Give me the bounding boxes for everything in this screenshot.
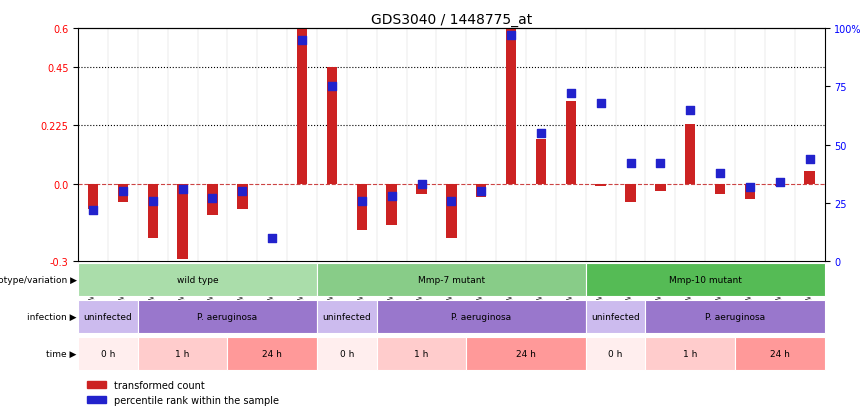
Text: 1 h: 1 h	[683, 349, 697, 358]
Point	[654, 161, 667, 167]
Text: uninfected: uninfected	[591, 312, 640, 321]
Point	[713, 170, 727, 177]
FancyBboxPatch shape	[317, 337, 377, 370]
Title: GDS3040 / 1448775_at: GDS3040 / 1448775_at	[371, 12, 532, 26]
Bar	[625, 184, 635, 202]
FancyBboxPatch shape	[586, 263, 825, 297]
Text: 0 h: 0 h	[608, 349, 622, 358]
Point	[564, 91, 578, 97]
Text: 24 h: 24 h	[770, 349, 790, 358]
FancyBboxPatch shape	[586, 300, 646, 333]
Bar	[715, 184, 726, 195]
Point	[415, 182, 429, 188]
Bar	[177, 184, 187, 259]
Bar	[595, 184, 606, 187]
FancyBboxPatch shape	[317, 300, 377, 333]
FancyBboxPatch shape	[138, 337, 227, 370]
Point	[504, 33, 518, 39]
FancyBboxPatch shape	[735, 337, 825, 370]
Text: infection ▶: infection ▶	[27, 312, 76, 321]
Point	[266, 235, 279, 242]
Point	[116, 189, 130, 195]
Bar	[774, 184, 785, 187]
Point	[743, 184, 757, 190]
FancyBboxPatch shape	[227, 337, 317, 370]
Text: 1 h: 1 h	[414, 349, 429, 358]
FancyBboxPatch shape	[78, 263, 317, 297]
Point	[385, 193, 398, 200]
Bar	[207, 184, 218, 215]
Text: uninfected: uninfected	[83, 312, 132, 321]
Bar	[417, 184, 427, 195]
Point	[146, 198, 160, 204]
Bar	[326, 68, 337, 184]
Point	[355, 198, 369, 204]
FancyBboxPatch shape	[78, 300, 138, 333]
FancyBboxPatch shape	[377, 337, 466, 370]
Legend: transformed count, percentile rank within the sample: transformed count, percentile rank withi…	[83, 376, 283, 409]
Bar	[446, 184, 457, 238]
Bar	[297, 29, 307, 184]
Bar	[655, 184, 666, 192]
FancyBboxPatch shape	[646, 337, 735, 370]
Bar	[148, 184, 158, 238]
Bar	[805, 171, 815, 184]
Text: genotype/variation ▶: genotype/variation ▶	[0, 275, 76, 285]
Bar	[536, 140, 546, 184]
Text: P. aeruginosa: P. aeruginosa	[197, 312, 258, 321]
Point	[444, 198, 458, 204]
Point	[86, 207, 100, 214]
Bar	[118, 184, 128, 202]
Text: 0 h: 0 h	[101, 349, 115, 358]
Point	[325, 84, 339, 90]
Point	[534, 131, 548, 137]
Text: time ▶: time ▶	[46, 349, 76, 358]
Point	[594, 100, 608, 107]
Text: P. aeruginosa: P. aeruginosa	[705, 312, 765, 321]
Point	[474, 189, 488, 195]
Text: wild type: wild type	[177, 275, 219, 285]
FancyBboxPatch shape	[586, 337, 646, 370]
Bar	[386, 184, 397, 225]
Text: uninfected: uninfected	[323, 312, 372, 321]
Bar	[745, 184, 755, 199]
Text: 24 h: 24 h	[262, 349, 282, 358]
Point	[206, 196, 220, 202]
Point	[803, 156, 817, 163]
Point	[623, 161, 637, 167]
Point	[235, 189, 249, 195]
Point	[175, 186, 189, 193]
FancyBboxPatch shape	[317, 263, 586, 297]
FancyBboxPatch shape	[377, 300, 586, 333]
Bar	[476, 184, 486, 197]
Bar	[685, 125, 695, 184]
Point	[295, 37, 309, 44]
Text: 24 h: 24 h	[516, 349, 536, 358]
Bar	[237, 184, 247, 210]
Bar	[506, 29, 516, 184]
FancyBboxPatch shape	[466, 337, 586, 370]
Bar	[357, 184, 367, 231]
Bar	[88, 184, 98, 210]
Text: Mmp-7 mutant: Mmp-7 mutant	[418, 275, 485, 285]
Point	[773, 179, 786, 186]
Point	[683, 107, 697, 114]
FancyBboxPatch shape	[78, 337, 138, 370]
Text: Mmp-10 mutant: Mmp-10 mutant	[668, 275, 741, 285]
FancyBboxPatch shape	[646, 300, 825, 333]
Text: 1 h: 1 h	[175, 349, 190, 358]
Text: 0 h: 0 h	[339, 349, 354, 358]
Text: P. aeruginosa: P. aeruginosa	[451, 312, 511, 321]
FancyBboxPatch shape	[138, 300, 317, 333]
Bar	[566, 101, 576, 184]
